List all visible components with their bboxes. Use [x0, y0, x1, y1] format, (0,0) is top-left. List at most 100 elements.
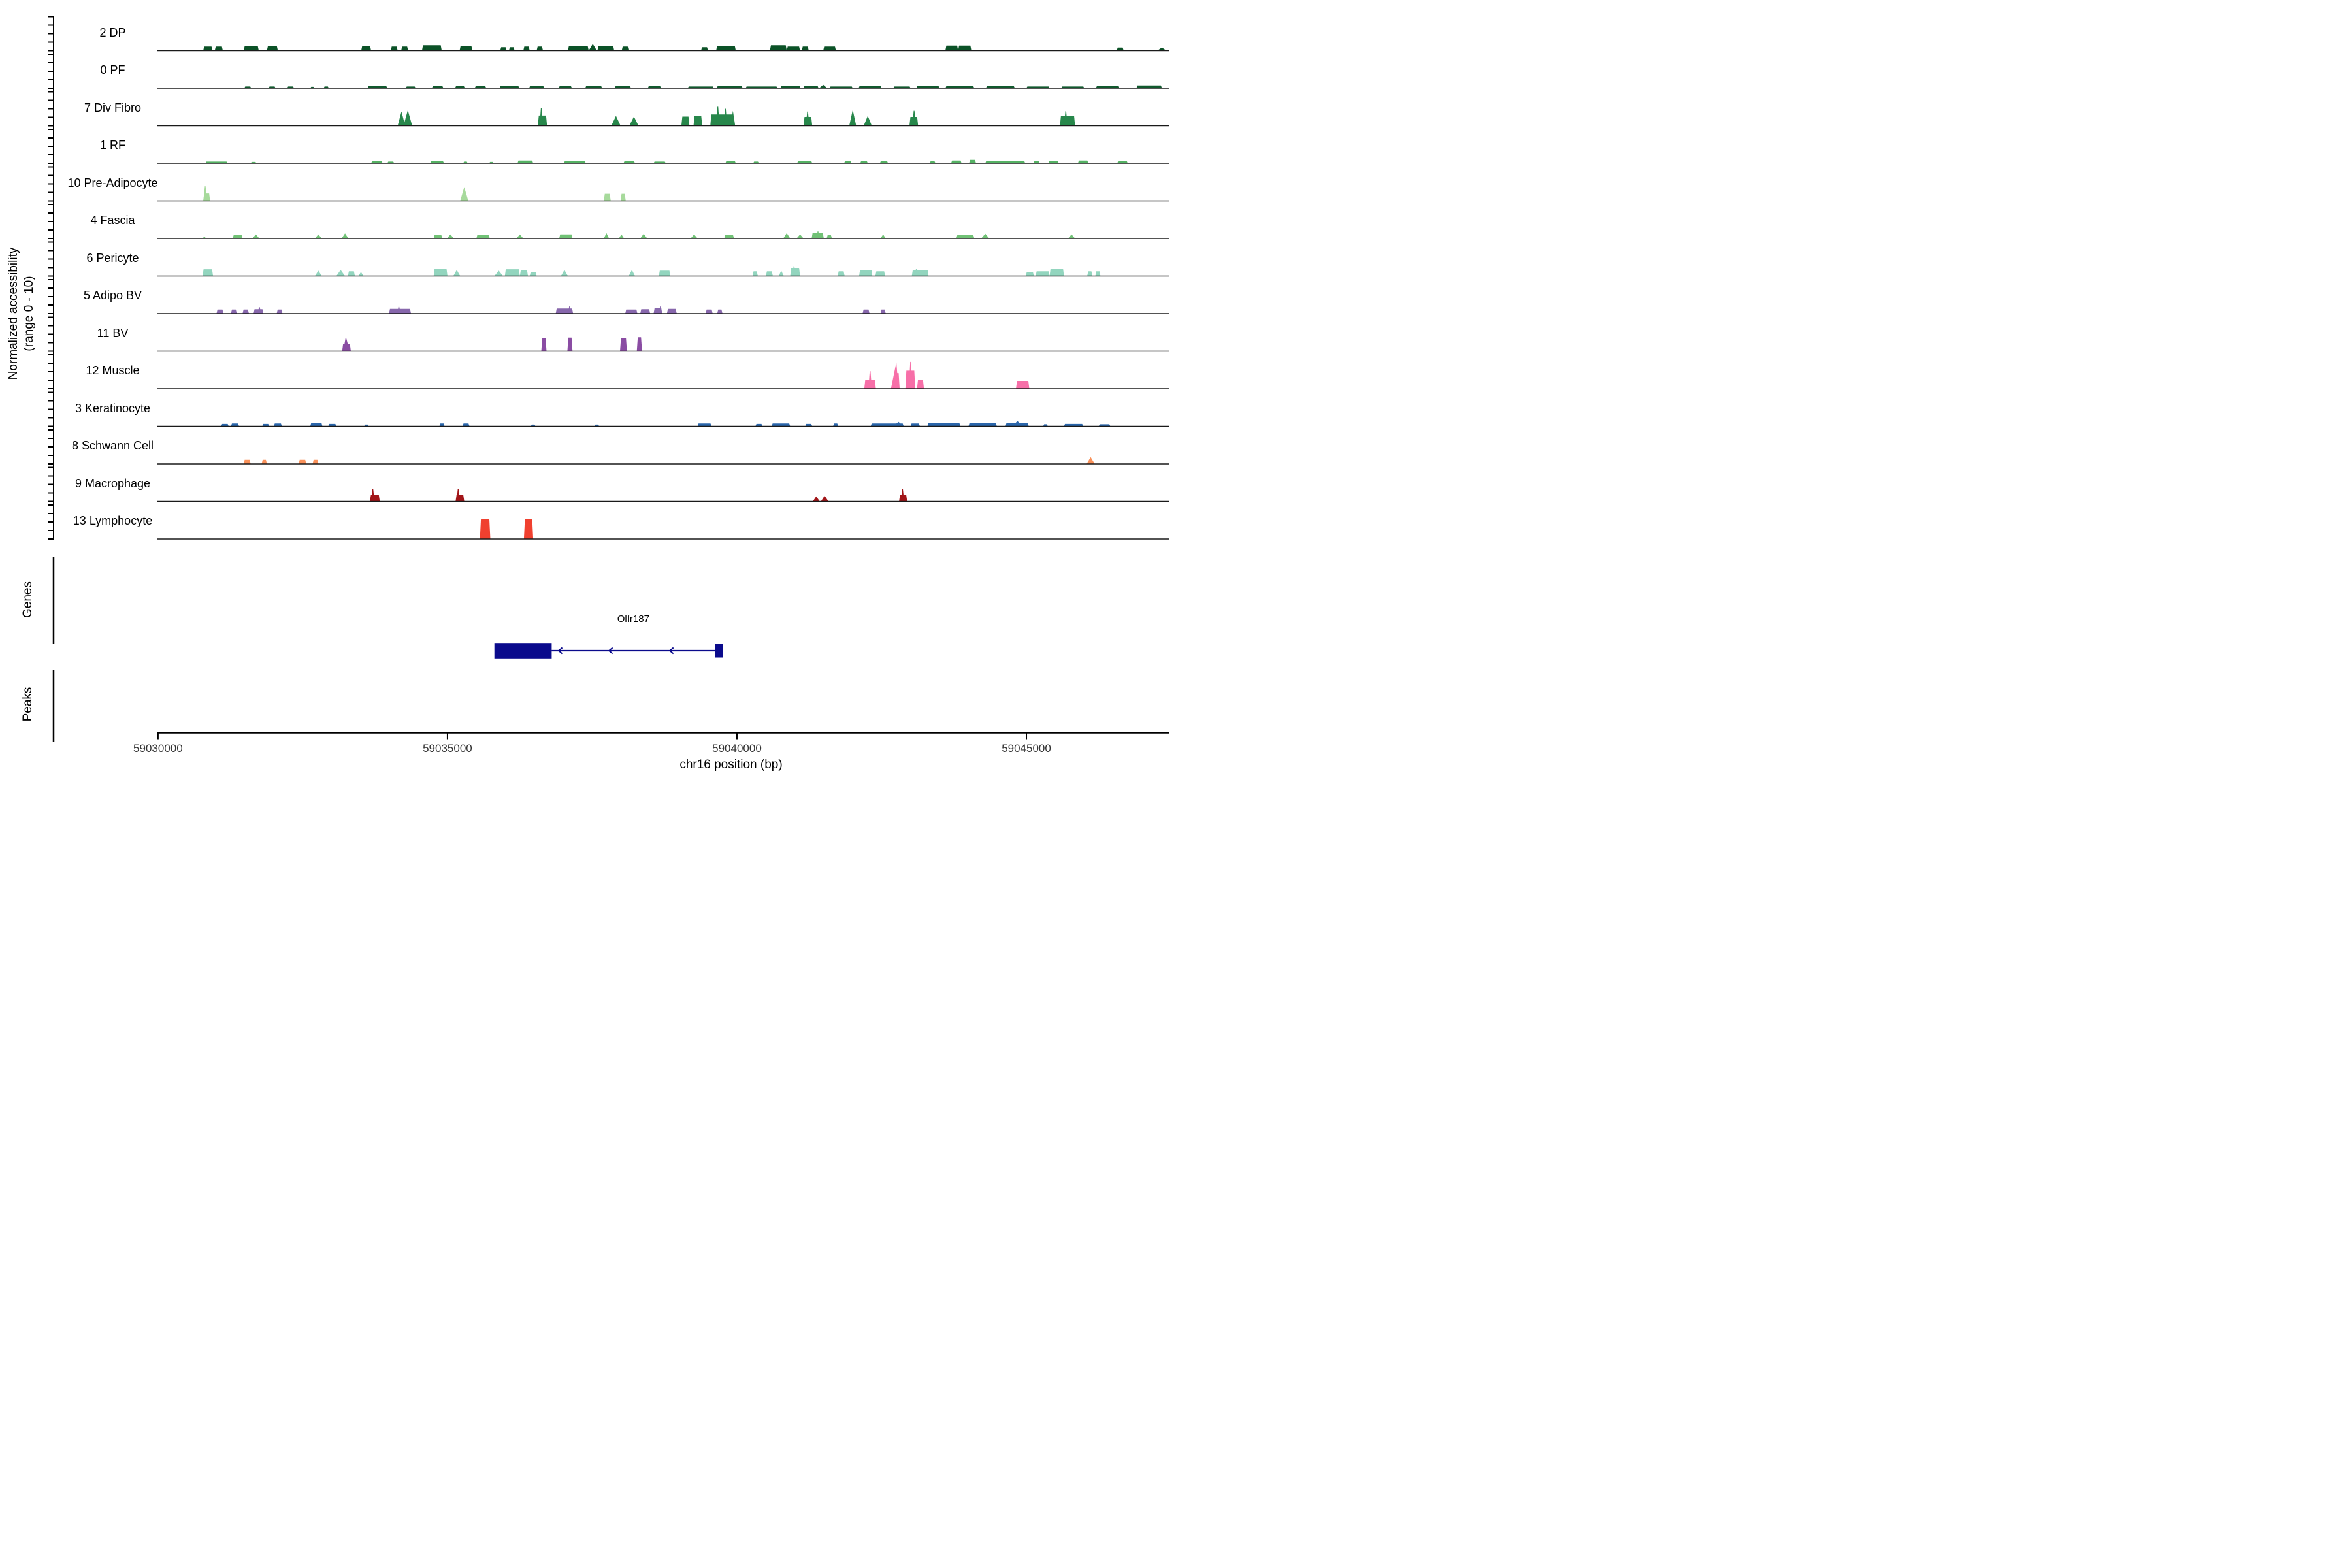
coverage-peak	[348, 271, 355, 276]
gene-strand-arrow-left-icon	[557, 647, 563, 655]
coverage-peak	[858, 270, 873, 276]
coverage-peak	[203, 186, 207, 201]
coverage-peak	[343, 336, 350, 351]
track-8-schwann-cell	[244, 457, 1095, 464]
coverage-peak	[681, 116, 690, 126]
coverage-peak	[783, 233, 791, 238]
coverage-peak	[981, 233, 990, 238]
coverage-peak	[274, 423, 282, 427]
coverage-peak	[401, 46, 408, 51]
coverage-peak	[945, 45, 958, 51]
coverage-peak	[819, 84, 828, 88]
coverage-peak	[508, 47, 515, 51]
coverage-peak	[625, 309, 638, 314]
coverage-peak	[328, 423, 336, 427]
coverage-peak	[780, 86, 801, 88]
coverage-peak	[460, 187, 468, 201]
coverage-peak	[620, 338, 627, 351]
coverage-peak	[559, 234, 573, 238]
track-label: 9 Macrophage	[74, 476, 151, 490]
coverage-peak	[778, 270, 784, 276]
coverage-peak	[893, 373, 900, 389]
coverage-peak	[640, 233, 647, 238]
coverage-peak	[716, 46, 736, 51]
coverage-peak	[772, 423, 791, 427]
coverage-peak	[710, 114, 734, 126]
coverage-peak	[561, 270, 568, 276]
coverage-peak	[459, 46, 472, 51]
coverage-peak	[480, 519, 491, 539]
coverage-peak	[1077, 160, 1088, 163]
track-12-muscle	[864, 361, 1030, 389]
coverage-peak	[231, 309, 237, 314]
coverage-peak	[536, 46, 544, 51]
coverage-peak	[716, 106, 720, 126]
gene-name-label: Olfr187	[617, 613, 649, 625]
track-label: 5 Adipo BV	[83, 289, 142, 302]
coverage-peak	[927, 423, 960, 427]
x-axis-tick-label: 59030000	[133, 742, 183, 755]
track-label: 2 DP	[99, 25, 126, 39]
coverage-peak	[755, 423, 762, 427]
coverage-peak	[838, 271, 845, 276]
coverage-peak	[706, 309, 713, 314]
track-3-keratinocyte	[221, 421, 1111, 427]
coverage-peak	[494, 270, 503, 276]
coverage-peak	[299, 459, 306, 464]
coverage-peak	[623, 161, 635, 163]
coverage-peak	[455, 86, 465, 88]
coverage-peak	[730, 110, 736, 126]
coverage-peak	[589, 44, 597, 51]
track-label: 11 BV	[97, 326, 129, 340]
coverage-peak	[539, 108, 544, 126]
coverage-peak	[805, 423, 813, 427]
coverage-peak	[567, 337, 573, 351]
coverage-peak	[1136, 85, 1162, 88]
coverage-peak	[910, 423, 920, 427]
coverage-peak	[860, 161, 868, 163]
coverage-peak	[956, 235, 975, 238]
coverage-peak	[564, 161, 586, 163]
coverage-peak	[640, 309, 651, 314]
coverage-peak	[233, 235, 243, 238]
coverage-peak	[875, 271, 885, 276]
coverage-peak	[559, 86, 572, 88]
genome-browser-figure: Normalized accessibility (range 0 - 10) …	[0, 0, 1176, 784]
coverage-peak	[1098, 424, 1111, 427]
coverage-peak	[1117, 161, 1128, 163]
coverage-peak	[843, 161, 852, 163]
track-label: 13 Lymphocyte	[73, 514, 153, 527]
track-label: 3 Keratinocyte	[74, 401, 151, 415]
coverage-peak	[585, 86, 602, 88]
coverage-peak	[541, 338, 547, 351]
coverage-peak	[397, 306, 401, 314]
coverage-peak	[813, 496, 820, 502]
track-13-lymphocyte	[480, 519, 534, 539]
coverage-peak	[453, 270, 461, 276]
track-4-fascia	[203, 231, 1075, 238]
x-axis-tick-label: 59035000	[423, 742, 472, 755]
coverage-peak	[439, 423, 445, 427]
coverage-peak	[432, 86, 444, 88]
coverage-peak	[796, 234, 804, 238]
coverage-peak	[367, 86, 387, 88]
coverage-peak	[615, 86, 631, 88]
track-label: 1 RF	[99, 139, 125, 152]
coverage-peak	[216, 309, 223, 314]
coverage-peak	[725, 161, 736, 163]
track-label: 10 Pre-Adipocyte	[67, 176, 158, 189]
coverage-peak	[951, 160, 962, 163]
track-2-dp	[203, 44, 1167, 51]
coverage-peak	[403, 110, 412, 126]
coverage-peak	[826, 235, 832, 238]
coverage-peak	[463, 423, 470, 427]
coverage-peak	[647, 86, 661, 88]
x-axis-tick-label: 59045000	[1002, 742, 1051, 755]
coverage-peak	[597, 46, 615, 51]
coverage-peak	[968, 423, 997, 427]
track-9-macrophage	[370, 489, 907, 502]
track-label: 0 PF	[100, 63, 125, 76]
coverage-peak	[257, 307, 261, 314]
coverage-peak	[945, 86, 975, 88]
coverage-peak	[214, 46, 223, 51]
